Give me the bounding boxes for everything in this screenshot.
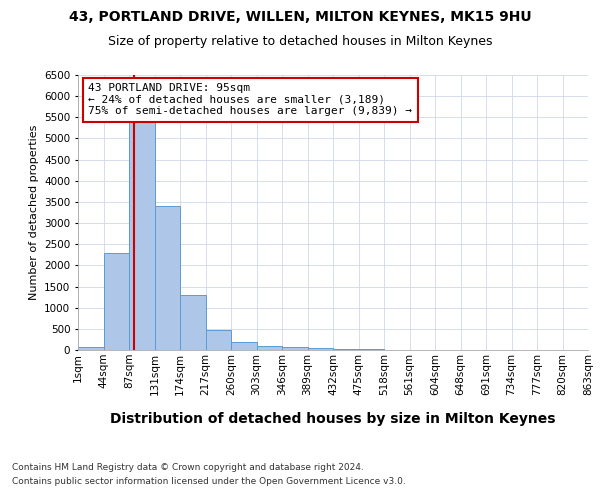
Bar <box>308 348 333 350</box>
Bar <box>155 206 180 350</box>
Bar <box>129 120 155 350</box>
Text: Contains public sector information licensed under the Open Government Licence v3: Contains public sector information licen… <box>12 478 406 486</box>
Text: Distribution of detached houses by size in Milton Keynes: Distribution of detached houses by size … <box>110 412 556 426</box>
Bar <box>282 347 308 350</box>
Bar <box>257 346 282 350</box>
Y-axis label: Number of detached properties: Number of detached properties <box>29 125 38 300</box>
Bar <box>78 347 104 350</box>
Text: 43, PORTLAND DRIVE, WILLEN, MILTON KEYNES, MK15 9HU: 43, PORTLAND DRIVE, WILLEN, MILTON KEYNE… <box>68 10 532 24</box>
Bar <box>104 252 129 350</box>
Bar <box>359 349 384 350</box>
Text: 43 PORTLAND DRIVE: 95sqm
← 24% of detached houses are smaller (3,189)
75% of sem: 43 PORTLAND DRIVE: 95sqm ← 24% of detach… <box>88 83 412 116</box>
Bar <box>231 342 257 350</box>
Bar <box>180 295 205 350</box>
Text: Size of property relative to detached houses in Milton Keynes: Size of property relative to detached ho… <box>108 35 492 48</box>
Text: Contains HM Land Registry data © Crown copyright and database right 2024.: Contains HM Land Registry data © Crown c… <box>12 462 364 471</box>
Bar <box>205 330 231 350</box>
Bar <box>333 348 359 350</box>
